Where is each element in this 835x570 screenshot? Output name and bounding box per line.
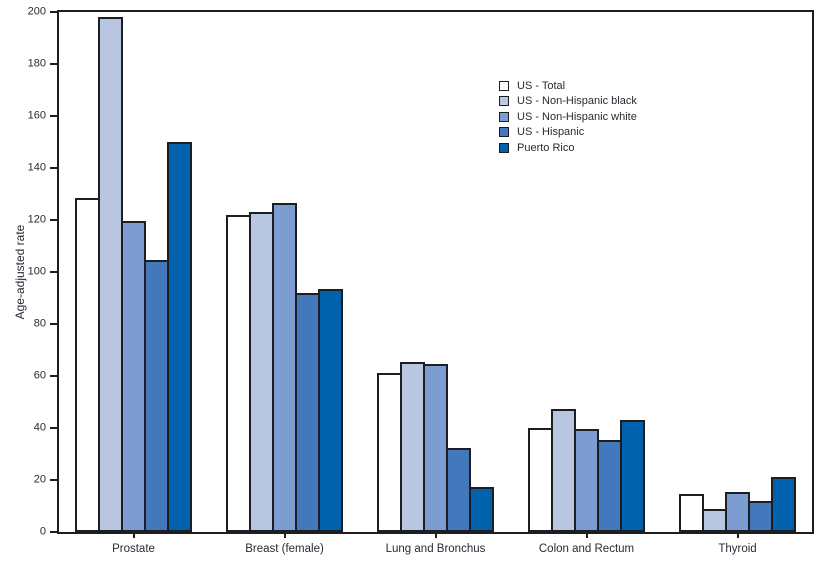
bar [295, 292, 320, 532]
y-tick-label: 200 [27, 5, 46, 18]
bar [423, 364, 448, 532]
y-axis-tick [50, 323, 57, 325]
legend: US - Total US - Non-Hispanic black US - No… [499, 78, 637, 156]
y-tick-label: 120 [27, 213, 46, 226]
y-tick-label: 180 [27, 57, 46, 70]
x-axis-tick [434, 532, 437, 538]
bar [597, 439, 622, 532]
legend-item: US - Non-Hispanic black [499, 94, 637, 110]
y-axis-tick [50, 375, 57, 377]
y-axis-tick [50, 167, 57, 169]
legend-label: US - Hispanic [517, 126, 585, 139]
legend-swatch [499, 111, 509, 122]
bar [679, 494, 704, 532]
legend-label: US - Non-Hispanic black [517, 95, 637, 108]
y-tick-label: 140 [27, 161, 46, 174]
bar [226, 214, 251, 532]
bar [469, 486, 494, 532]
bar-group: Prostate [75, 12, 192, 555]
y-axis-tick [50, 219, 57, 221]
legend-item: US - Hispanic [499, 125, 637, 141]
legend-swatch [499, 127, 509, 138]
bar [377, 373, 402, 532]
x-axis-tick [132, 532, 135, 538]
legend-label: Puerto Rico [517, 141, 575, 154]
bar [620, 420, 645, 532]
y-axis-tick [50, 11, 57, 13]
bar [551, 408, 576, 532]
legend-item: US - Non-Hispanic white [499, 109, 637, 125]
y-tick-label: 160 [27, 109, 46, 122]
x-category-label: Colon and Rectum [538, 543, 635, 555]
bar-groups: Prostate Breast (female) Lung and Bronchus… [59, 12, 812, 555]
bar [75, 197, 100, 532]
x-axis-tick [585, 532, 588, 538]
bar [528, 428, 553, 532]
y-tick-label: 20 [33, 473, 46, 486]
y-axis-tick [50, 427, 57, 429]
bar-group: Thyroid [679, 12, 796, 555]
x-axis-tick [736, 532, 739, 538]
y-axis-tick [50, 479, 57, 481]
y-tick-label: 40 [33, 421, 46, 434]
bar [272, 203, 297, 532]
y-axis-tick [50, 531, 57, 533]
bar-group: Colon and Rectum [528, 12, 645, 555]
y-tick-label: 100 [27, 265, 46, 278]
bar [167, 142, 192, 532]
legend-swatch [499, 96, 509, 107]
bar-group: Lung and Bronchus [377, 12, 494, 555]
x-axis-tick [283, 532, 286, 538]
y-tick-label: 60 [33, 369, 46, 382]
x-category-label: Thyroid [718, 543, 757, 555]
bar [400, 361, 425, 532]
bar-group: Breast (female) [226, 12, 343, 555]
bar [771, 477, 796, 532]
y-axis-tick [50, 115, 57, 117]
legend-item: US - Total [499, 78, 637, 94]
bar [121, 221, 146, 532]
bar [446, 447, 471, 532]
plot-area: Prostate Breast (female) Lung and Bronchus… [28, 6, 814, 555]
bar [574, 429, 599, 532]
bar [725, 491, 750, 532]
y-tick-label: 0 [39, 525, 46, 538]
bar [98, 17, 123, 532]
legend-swatch [499, 80, 509, 91]
legend-label: US - Non-Hispanic white [517, 110, 637, 123]
bar [249, 212, 274, 532]
bar [702, 508, 727, 532]
x-category-label: Prostate [112, 543, 155, 555]
x-category-label: Lung and Bronchus [385, 543, 486, 555]
bar [318, 288, 343, 532]
bar [144, 260, 169, 532]
y-axis-tick [50, 271, 57, 273]
y-axis-tick [50, 63, 57, 65]
y-tick-label: 80 [33, 317, 46, 330]
legend-swatch [499, 142, 509, 153]
bar [748, 500, 773, 532]
legend-item: Puerto Rico [499, 140, 637, 156]
legend-label: US - Total [517, 79, 566, 92]
x-category-label: Breast (female) [245, 543, 324, 555]
